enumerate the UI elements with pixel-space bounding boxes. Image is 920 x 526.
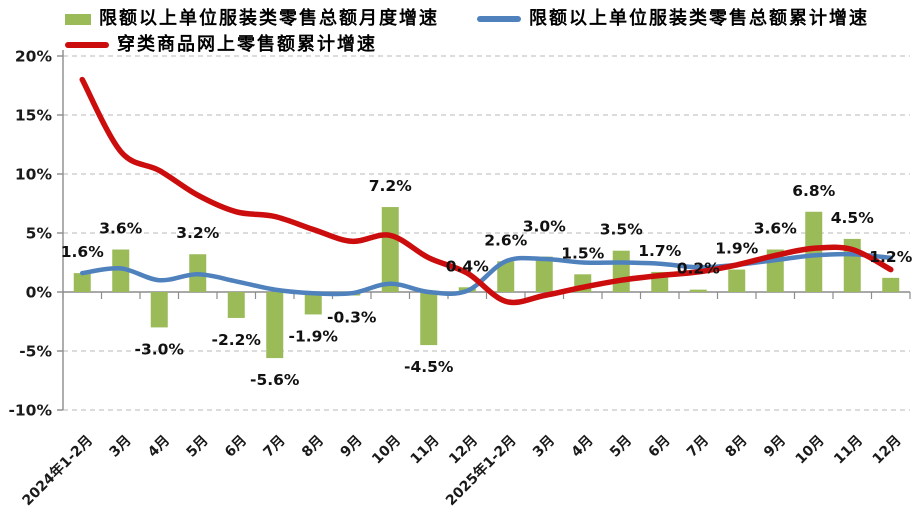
legend-line-swatch-icon [65,42,109,48]
y-axis-tick-label: 10% [15,166,53,184]
x-axis-category-label: 5月 [183,433,211,461]
legend-item-monthly-growth: 限额以上单位服装类零售总额月度增速 [65,10,439,28]
bar-value-label: -3.0% [135,340,185,358]
bar-monthly-14 [612,250,630,292]
y-axis-tick-label: -5% [19,343,52,361]
bar-monthly-19 [805,211,823,292]
x-axis-category-label: 10月 [369,433,404,468]
bar-monthly-6 [304,292,322,315]
x-axis-category-label: 2024年1-2月 [19,432,96,509]
bar-value-label: 3.2% [176,224,219,242]
legend-label-monthly-growth: 限额以上单位服装类零售总额月度增速 [99,8,439,29]
bar-value-label: 1.2% [869,248,912,266]
x-axis-category-label: 7月 [260,433,288,461]
x-axis-category-label: 6月 [645,433,673,461]
bar-value-label: 1.9% [715,240,758,258]
bar-value-label: 2.6% [484,231,527,249]
bar-monthly-5 [266,292,284,359]
bar-value-label: -4.5% [404,358,454,376]
legend-line-swatch-icon [477,16,521,22]
legend-item-cumulative-growth: 限额以上单位服装类零售总额累计增速 [477,10,869,28]
bar-monthly-0 [73,273,91,292]
x-axis-category-label: 9月 [337,433,365,461]
x-axis-category-label: 8月 [299,433,327,461]
bar-monthly-12 [535,256,553,292]
x-axis-category-label: 4月 [568,433,596,461]
legend-label-online-retail-growth: 穿类商品网上零售额累计增速 [117,34,377,55]
legend-bar-swatch-icon [65,13,91,25]
bar-value-label: 1.7% [638,242,681,260]
bar-value-label: -1.9% [289,327,339,345]
bar-value-label: 3.0% [523,218,566,236]
x-axis-category-label: 4月 [145,433,173,461]
bar-monthly-4 [227,292,245,318]
y-axis-tick-label: 5% [26,225,53,243]
x-axis-category-label: 5月 [607,433,635,461]
bar-monthly-9 [420,292,438,346]
bar-value-label: -2.2% [212,331,262,349]
x-axis-category-label: 3月 [530,433,558,461]
x-axis-category-label: 8月 [722,433,750,461]
x-axis-category-label: 2025年1-2月 [442,432,519,509]
y-axis-tick-label: 20% [15,48,53,66]
legend-item-online-retail-growth: 穿类商品网上零售额累计增速 [65,36,377,54]
bar-monthly-11 [497,261,515,292]
x-axis-category-label: 12月 [446,433,481,468]
bar-monthly-1 [112,249,130,292]
line-online [79,76,894,306]
x-axis-category-label: 11月 [831,433,866,468]
bar-monthly-17 [728,269,746,292]
bar-value-label: 7.2% [369,177,412,195]
y-axis-tick-label: 15% [15,107,53,125]
bar-value-label: 6.8% [792,182,835,200]
bar-monthly-2 [150,292,168,328]
bar-value-label: 0.4% [446,257,489,275]
bar-monthly-8 [381,207,399,292]
x-axis-category-label: 12月 [870,433,905,468]
bar-value-label: 1.5% [561,244,604,262]
bar-value-label: -5.6% [250,371,300,389]
x-axis-category-label: 10月 [793,433,828,468]
x-axis-category-label: 3月 [106,433,134,461]
x-axis-category-label: 11月 [408,433,443,468]
legend-label-cumulative-growth: 限额以上单位服装类零售总额累计增速 [529,8,869,29]
bar-value-label: 4.5% [831,209,874,227]
bar-monthly-16 [689,289,707,292]
y-axis-tick-label: 0% [26,284,53,302]
bar-value-label: 1.6% [61,243,104,261]
x-axis-category-label: 7月 [684,433,712,461]
bar-value-label: 0.2% [677,260,720,278]
bar-value-label: 3.5% [600,221,643,239]
x-axis-category-label: 9月 [761,433,789,461]
bar-value-label: 3.6% [754,220,797,238]
y-axis-tick-label: -10% [8,402,52,420]
x-axis-category-label: 6月 [222,433,250,461]
bar-value-label: -0.3% [327,309,377,327]
bar-monthly-21 [882,277,900,292]
bar-value-label: 3.6% [99,220,142,238]
